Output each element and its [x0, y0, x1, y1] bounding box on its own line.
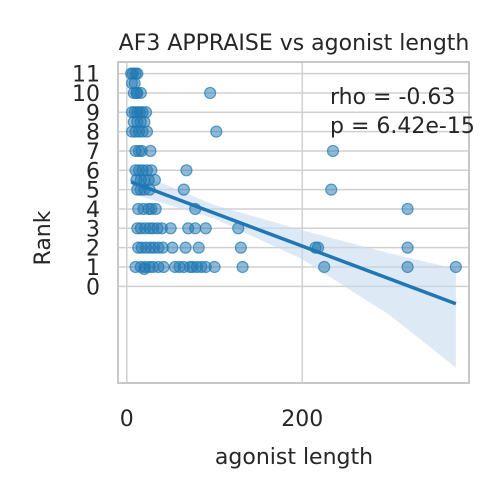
data-point [179, 241, 192, 254]
data-point [173, 260, 186, 274]
data-point [166, 241, 179, 254]
y-axis-label: Rank [31, 210, 56, 265]
y-tick-label: 3 [86, 217, 100, 242]
data-point [149, 202, 162, 216]
data-point [140, 125, 154, 138]
data-point [195, 260, 208, 274]
data-point [144, 144, 157, 158]
data-point [318, 260, 331, 274]
y-tick-label: 6 [86, 159, 100, 184]
data-point [401, 260, 414, 274]
y-tick-label: 0 [86, 275, 100, 300]
p-value-annotation: p = 6.42e-15 [330, 114, 475, 139]
data-point [134, 86, 147, 100]
data-points [125, 67, 462, 276]
confidence-band [131, 170, 456, 368]
y-tick-label: 11 [72, 63, 100, 88]
data-point [210, 125, 223, 138]
y-tick-label: 5 [86, 179, 100, 204]
y-tick-label: 8 [86, 121, 100, 146]
data-point [138, 262, 151, 276]
data-point [236, 260, 249, 274]
y-tick-label: 9 [86, 101, 100, 126]
data-point [401, 241, 414, 254]
y-tick-label: 1 [86, 256, 100, 281]
rho-annotation: rho = -0.63 [330, 85, 455, 110]
data-point [449, 260, 462, 274]
data-point [199, 222, 212, 235]
data-point [326, 144, 340, 158]
data-point [157, 260, 170, 274]
data-point [325, 183, 338, 196]
data-point [204, 86, 217, 100]
data-point [234, 241, 247, 254]
data-point [189, 222, 202, 235]
x-tick-label: 0 [120, 407, 134, 432]
chart-title: AF3 APPRAISE vs agonist length [119, 31, 470, 56]
y-tick-label: 7 [86, 140, 100, 165]
data-point [148, 173, 161, 187]
plot-frame [117, 61, 470, 384]
y-tick-label: 10 [72, 82, 100, 107]
regression-line [130, 180, 457, 306]
x-axis-label: agonist length [215, 445, 373, 470]
data-point [177, 183, 190, 196]
data-point [401, 202, 414, 216]
data-point [208, 260, 221, 274]
data-point [180, 164, 193, 177]
y-tick-label: 4 [86, 198, 100, 223]
y-tick-label: 2 [86, 237, 100, 262]
data-point [192, 241, 205, 254]
data-point [164, 222, 177, 235]
x-tick-labels: 0 200 [120, 407, 323, 432]
x-tick-label: 200 [281, 407, 323, 432]
